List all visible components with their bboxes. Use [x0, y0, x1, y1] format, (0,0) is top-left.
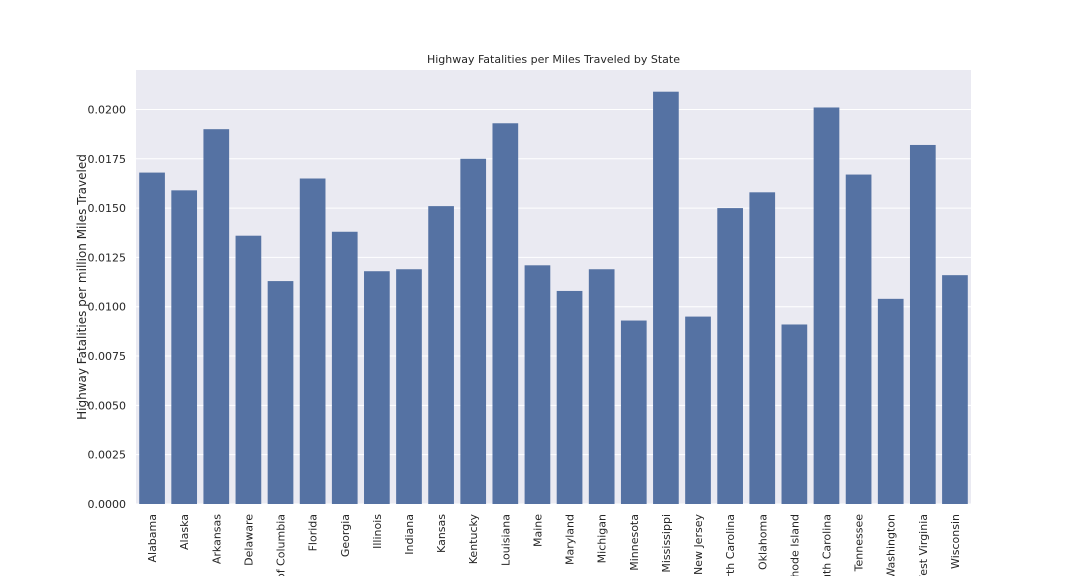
x-tick-label: District of Columbia	[275, 514, 288, 576]
y-tick-label: 0.0100	[88, 301, 127, 314]
x-tick-label: Minnesota	[628, 514, 641, 571]
bar-delaware	[235, 235, 262, 504]
x-tick-label: Mississippi	[660, 514, 673, 573]
bar-arkansas	[203, 129, 230, 504]
bar-district-of-columbia	[267, 281, 294, 504]
x-tick-label: Oklahoma	[756, 514, 769, 570]
y-tick-label: 0.0050	[88, 399, 127, 412]
x-tick-label: Alabama	[146, 514, 159, 563]
bar-michigan	[588, 269, 615, 504]
bar-illinois	[364, 271, 390, 504]
bar-maryland	[556, 290, 583, 504]
bar-maine	[524, 265, 551, 504]
x-tick-label: Georgia	[339, 514, 352, 557]
x-tick-label: New Jersey	[692, 514, 705, 576]
y-tick-labels: 0.0000 0.0025 0.0050 0.0075 0.0100 0.0125 0.01…	[88, 103, 127, 511]
x-tick-label: Michigan	[596, 514, 609, 563]
x-tick-label: North Carolina	[724, 514, 737, 576]
x-tick-label: South Carolina	[820, 514, 833, 576]
x-tick-label: Wisconsin	[949, 514, 962, 569]
chart-title: Highway Fatalities per Miles Traveled by…	[427, 53, 680, 66]
x-tick-label: Alaska	[178, 514, 191, 550]
bar-indiana	[396, 269, 422, 504]
x-tick-label: Rhode Island	[788, 514, 801, 576]
x-tick-label: Tennessee	[853, 514, 866, 573]
bar-kansas	[428, 206, 454, 505]
bar-new-jersey	[685, 316, 711, 504]
x-tick-label: Kentucky	[467, 514, 480, 565]
bar-tennessee	[845, 174, 872, 504]
y-tick-label: 0.0125	[88, 251, 127, 264]
y-tick-label: 0.0025	[88, 449, 127, 462]
bar-oklahoma	[749, 192, 776, 505]
x-tick-label: Maine	[531, 514, 544, 547]
bar-west-virginia	[909, 144, 936, 505]
bar-minnesota	[620, 320, 647, 504]
x-tick-label: Maryland	[564, 514, 577, 565]
bars	[139, 91, 968, 505]
x-tick-labels: Alabama Alaska Arkansas Delaware District of…	[146, 514, 962, 576]
bar-mississippi	[653, 91, 679, 504]
x-tick-label: Arkansas	[210, 514, 223, 564]
y-tick-label: 0.0200	[88, 103, 127, 116]
x-tick-label: Kansas	[435, 514, 448, 553]
x-tick-label: Illinois	[371, 514, 384, 549]
x-tick-label: Florida	[307, 514, 320, 551]
y-tick-label: 0.0000	[88, 498, 127, 511]
bar-florida	[299, 178, 326, 504]
y-tick-label: 0.0075	[88, 350, 127, 363]
bar-washington	[877, 298, 904, 504]
bar-louisiana	[492, 123, 519, 504]
x-tick-label: West Virginia	[917, 514, 930, 576]
bar-south-carolina	[813, 107, 840, 505]
y-tick-label: 0.0150	[88, 202, 127, 215]
bar-alabama	[139, 172, 165, 504]
bar-wisconsin	[942, 275, 968, 504]
x-tick-label: Indiana	[403, 514, 416, 555]
x-tick-label: Washington	[885, 514, 898, 576]
x-tick-label: Delaware	[242, 514, 255, 566]
bar-georgia	[331, 231, 358, 504]
bar-north-carolina	[717, 208, 743, 504]
y-tick-label: 0.0175	[88, 153, 127, 166]
bar-kentucky	[460, 158, 487, 505]
y-axis-label: Highway Fatalities per million Miles Tra…	[75, 154, 89, 420]
x-tick-label: Louisiana	[499, 514, 512, 566]
bar-alaska	[171, 190, 198, 504]
bar-rhode-island	[781, 324, 808, 504]
